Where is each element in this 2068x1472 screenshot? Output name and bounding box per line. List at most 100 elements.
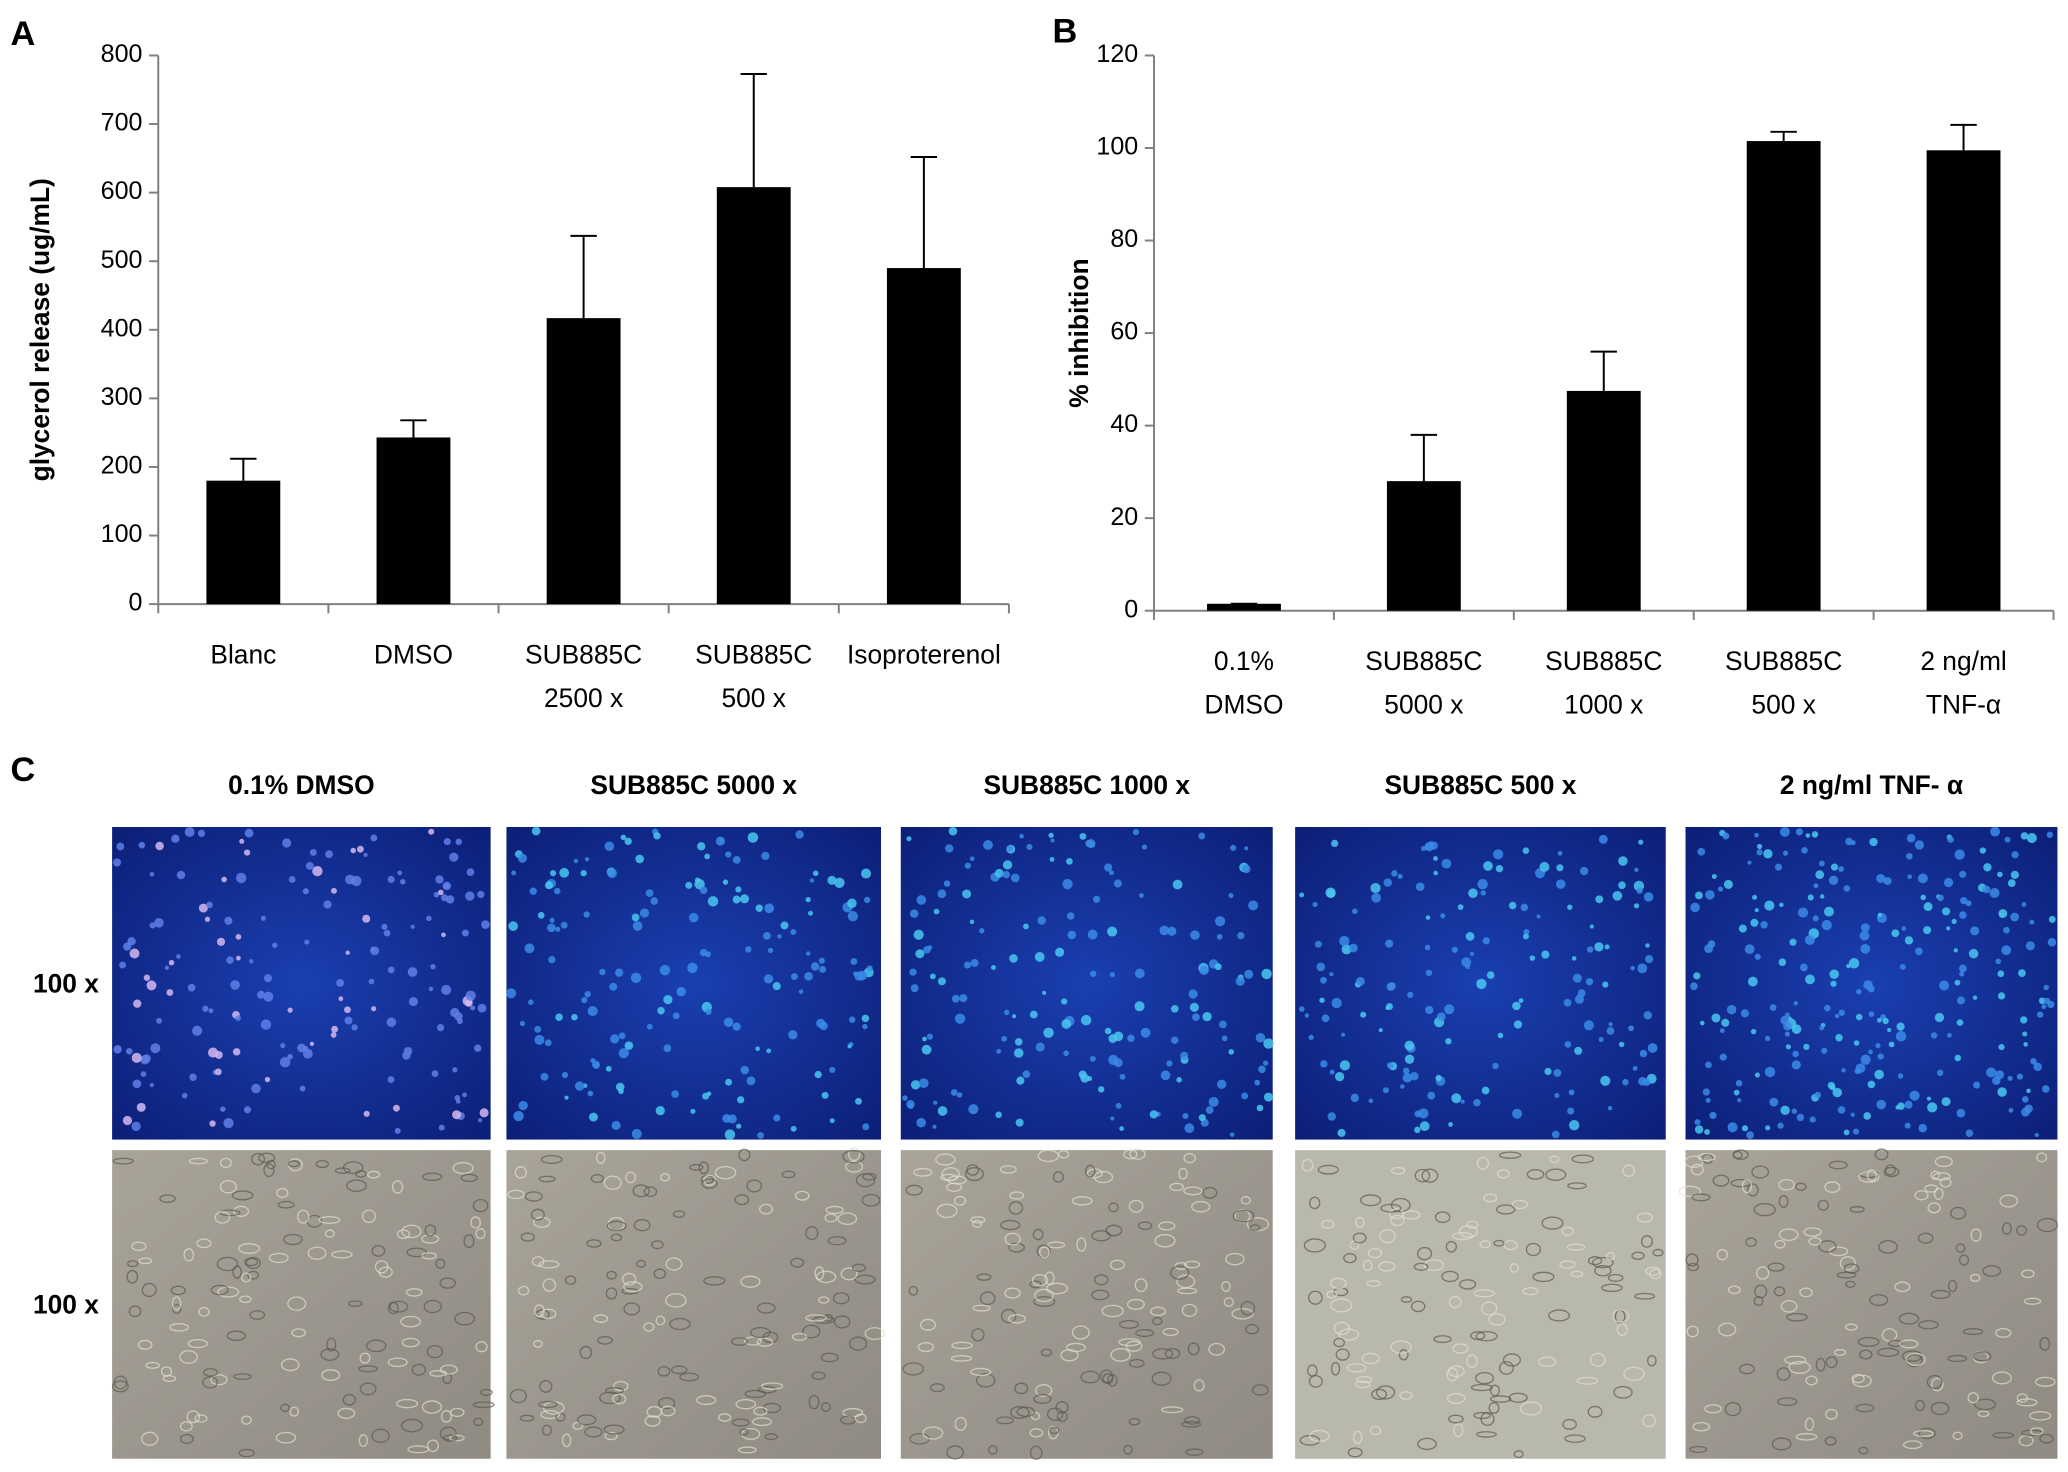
cell <box>802 1324 821 1339</box>
cell <box>421 1252 437 1260</box>
cell <box>1553 1069 1562 1077</box>
cell <box>1801 847 1808 854</box>
cell <box>1760 921 1768 929</box>
cell <box>1741 1125 1749 1132</box>
cell <box>534 1025 542 1033</box>
cell <box>1946 1032 1952 1038</box>
cell <box>2003 926 2010 934</box>
cell <box>1172 879 1183 890</box>
cell <box>701 1178 718 1189</box>
cell <box>1968 948 1979 959</box>
cell <box>1009 954 1018 963</box>
cell <box>2034 1132 2039 1138</box>
y-axis-label: glycerol release (ug/mL) <box>25 178 55 481</box>
cell <box>1054 947 1065 957</box>
cell <box>386 1017 397 1028</box>
cell <box>1986 1067 1997 1078</box>
cell <box>972 1219 983 1228</box>
cell <box>231 1190 254 1201</box>
cell <box>663 1044 672 1053</box>
cell <box>823 1314 834 1322</box>
y-tick-label: 300 <box>101 383 143 411</box>
cell <box>586 1239 602 1248</box>
cell <box>1643 892 1654 902</box>
cell <box>1493 849 1504 860</box>
cell <box>362 914 371 923</box>
cell <box>746 1179 763 1193</box>
cell <box>1877 912 1883 918</box>
cell <box>1350 1093 1360 1103</box>
cell <box>439 1364 458 1375</box>
cell <box>520 1232 535 1242</box>
cell <box>717 1413 732 1422</box>
cell <box>1960 896 1968 905</box>
cell <box>132 1079 142 1089</box>
cell <box>1182 1113 1189 1120</box>
cell <box>1939 980 1950 991</box>
cell <box>1789 938 1797 946</box>
cell <box>366 1339 387 1353</box>
cell <box>1605 1252 1616 1261</box>
cell <box>477 1118 483 1123</box>
cell <box>1113 1058 1123 1068</box>
cell <box>1991 1371 2012 1385</box>
cell <box>1843 1129 1850 1136</box>
cell <box>1967 1392 1979 1404</box>
cell <box>1451 1093 1462 1104</box>
cell <box>1860 1054 1871 1065</box>
cell <box>126 1269 139 1284</box>
cell <box>1897 1073 1904 1079</box>
cell <box>1977 1410 1990 1418</box>
cell <box>1123 1444 1133 1455</box>
cell <box>595 1151 606 1164</box>
cell <box>1128 1199 1144 1213</box>
cell <box>226 956 234 964</box>
cell <box>1093 1274 1109 1286</box>
cell <box>657 1006 665 1015</box>
cell <box>345 950 350 955</box>
cell <box>979 1291 996 1306</box>
cell <box>697 842 706 851</box>
cell <box>939 1173 958 1182</box>
y-axis-label: % inhibition <box>1064 258 1094 407</box>
cell <box>1899 963 1906 970</box>
cell <box>902 1362 924 1376</box>
cell <box>1308 1034 1314 1040</box>
cell <box>1512 1108 1523 1119</box>
cell <box>1446 1367 1459 1382</box>
cell <box>138 1257 153 1265</box>
cell <box>725 1078 733 1086</box>
cell <box>2023 1042 2028 1047</box>
cell <box>1418 1108 1429 1119</box>
cell <box>780 921 789 930</box>
bar <box>1926 150 2001 611</box>
cell <box>1441 1270 1459 1283</box>
cell <box>2021 1269 2035 1279</box>
cell <box>1109 1259 1125 1271</box>
cell <box>1134 968 1145 979</box>
cell <box>1014 1382 1029 1395</box>
cell <box>1813 883 1819 889</box>
cell <box>655 1315 666 1326</box>
y-tick-label: 120 <box>1096 40 1138 68</box>
cell <box>1441 858 1452 869</box>
cell <box>442 881 452 891</box>
cell <box>1954 849 1965 860</box>
cell <box>740 894 750 904</box>
cell <box>164 965 170 970</box>
cell <box>1470 1331 1486 1341</box>
cell <box>1689 1445 1708 1454</box>
cell <box>277 1200 295 1209</box>
cell <box>1877 1347 1900 1357</box>
cell <box>1704 1404 1722 1414</box>
cell <box>533 1339 543 1348</box>
cell <box>1255 1032 1266 1043</box>
cell <box>1943 877 1954 888</box>
cell <box>363 852 368 858</box>
cell <box>659 1173 671 1182</box>
cell <box>1414 1126 1421 1134</box>
cell <box>635 854 644 864</box>
cell <box>1231 1308 1254 1320</box>
cell <box>655 1106 665 1116</box>
cell <box>1763 849 1773 859</box>
